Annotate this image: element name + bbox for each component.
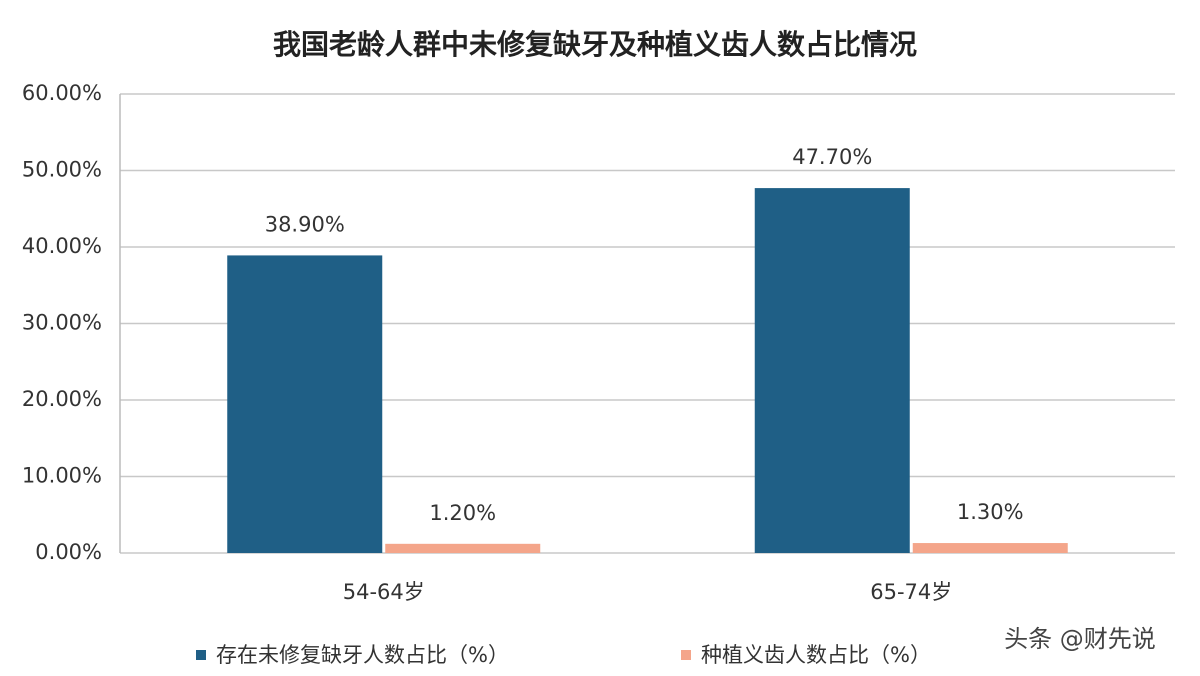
y-tick-label: 10.00% — [22, 464, 102, 488]
y-tick-label: 30.00% — [22, 311, 102, 335]
value-label: 1.30% — [957, 500, 1024, 524]
watermark: 头条 @财先说 — [1004, 625, 1156, 653]
legend-swatch — [681, 650, 691, 660]
legend-swatch — [196, 650, 206, 660]
value-label: 47.70% — [792, 145, 872, 169]
value-label: 1.20% — [429, 501, 496, 525]
y-tick-label: 60.00% — [22, 81, 102, 105]
x-tick-label: 54-64岁 — [343, 580, 425, 604]
chart-title: 我国老龄人群中未修复缺牙及种植义齿人数占比情况 — [273, 28, 917, 61]
y-tick-label: 20.00% — [22, 387, 102, 411]
value-label: 38.90% — [265, 212, 345, 236]
legend-label: 种植义齿人数占比（%） — [701, 643, 931, 667]
bar — [385, 543, 541, 553]
y-tick-label: 0.00% — [35, 540, 102, 564]
bar — [227, 255, 383, 554]
bar — [912, 543, 1068, 553]
y-tick-label: 50.00% — [22, 158, 102, 182]
x-tick-label: 65-74岁 — [870, 580, 952, 604]
legend-label: 存在未修复缺牙人数占比（%） — [216, 643, 509, 667]
y-tick-label: 40.00% — [22, 234, 102, 258]
bar — [754, 188, 910, 553]
